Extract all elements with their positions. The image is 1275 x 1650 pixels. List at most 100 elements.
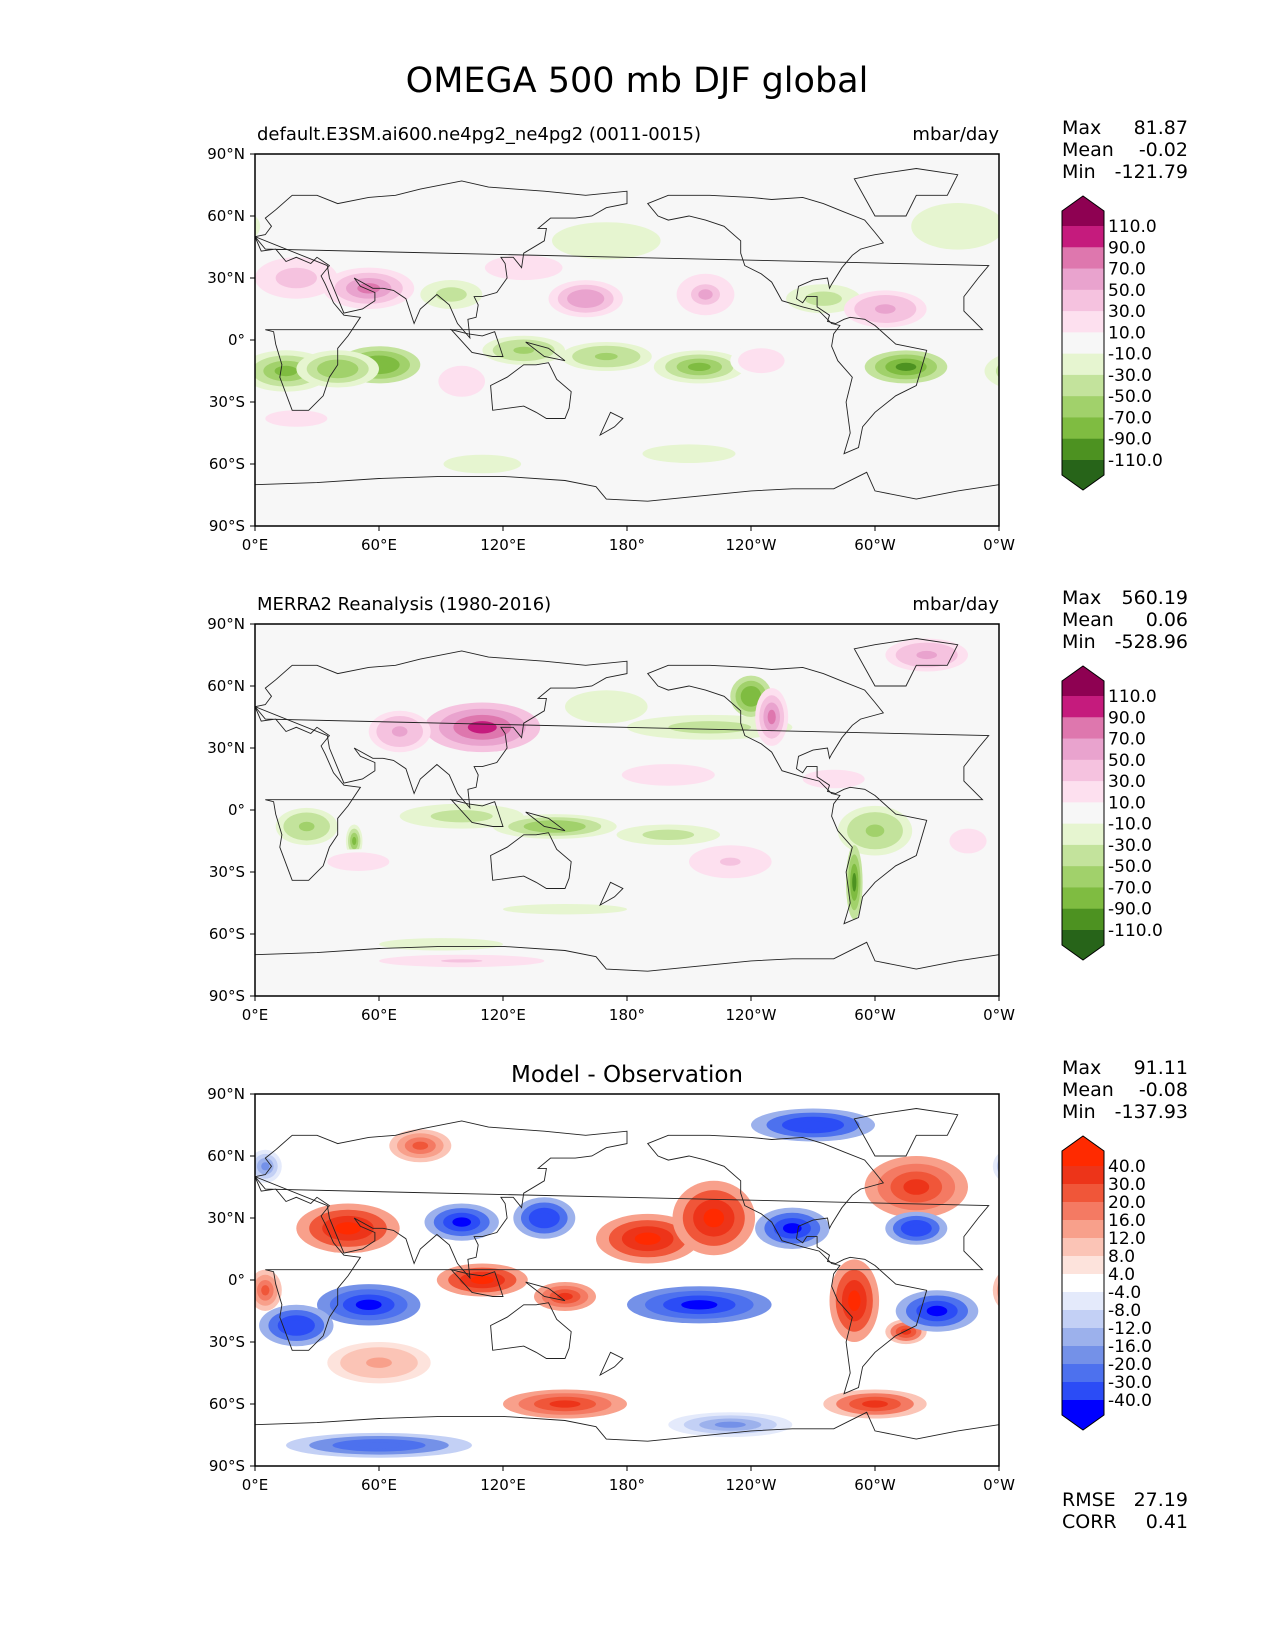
colorbar-swatch (1062, 1220, 1104, 1239)
x-tick-label: 60°W (854, 1476, 896, 1494)
positive-anomaly-21 (978, 406, 999, 431)
negative-anomaly-3 (513, 346, 534, 354)
colorbar-tick-label: 4.0 (1108, 1265, 1135, 1285)
negative-anomaly-0 (995, 364, 999, 378)
x-tick-label: 60°E (361, 1476, 397, 1494)
positive-anomaly-14 (652, 771, 684, 779)
colorbar-tick-label: 8.0 (1108, 1247, 1135, 1267)
field-layer (255, 1108, 999, 1458)
coastline-7 (853, 1108, 959, 1157)
x-tick-label: 0°E (242, 1476, 269, 1494)
negative-anomaly-7 (443, 290, 460, 299)
negative-anomaly-0 (1019, 366, 1042, 376)
map-area: 0°E 60°E 120°E 180° 120°W 60°W 0°W 90°N 60°N 30°N… (207, 1085, 1015, 1494)
coastline-6 (646, 664, 928, 925)
y-tick-label: 90°N (207, 145, 245, 163)
footer-stat-label: RMSE (1062, 1489, 1116, 1511)
positive-anomaly-10 (261, 1285, 270, 1296)
stat-label: Min (1062, 161, 1096, 183)
coastline-4 (525, 341, 566, 362)
x-tick-label: 60°W (854, 1006, 896, 1024)
positive-anomaly-15 (576, 294, 595, 304)
positive-anomaly-21 (1025, 414, 1056, 422)
y-tick-label: 90°S (209, 1457, 245, 1475)
stats-block: Max 91.11 Mean -0.08 Min -137.93 (1062, 1057, 1188, 1123)
positive-anomaly-10 (992, 1274, 999, 1307)
positive-anomaly-16 (698, 289, 713, 300)
y-tick-label: 60°S (209, 1395, 245, 1413)
colorbar-swatch (1062, 866, 1104, 888)
colorbar-tick-label: -70.0 (1108, 408, 1152, 428)
colorbar-swatch (1062, 353, 1104, 376)
negative-anomaly-8 (745, 691, 757, 702)
negative-anomaly-21 (797, 1120, 829, 1130)
y-tick-label: 60°S (209, 455, 245, 473)
negative-anomaly-19 (926, 1305, 948, 1317)
positive-anomaly-13 (357, 283, 381, 294)
coastline-5 (599, 881, 624, 907)
positive-anomaly-18 (348, 858, 369, 865)
colorbar-swatch (1062, 311, 1104, 333)
footer-stats: RMSE 27.19 CORR 0.41 (1062, 1489, 1188, 1533)
colorbar-swatch (1062, 1166, 1104, 1185)
colorbar-extend-max (1062, 196, 1104, 226)
coastline-7 (853, 638, 959, 687)
stat-value: 81.87 (1134, 117, 1188, 139)
colorbar-swatch (1062, 1364, 1104, 1383)
negative-anomaly-9 (596, 702, 617, 711)
x-tick-label: 0°E (242, 536, 269, 554)
y-tick-label: 60°N (207, 1147, 245, 1165)
colorbar-swatch (1062, 844, 1104, 867)
colorbar-swatch (1062, 717, 1104, 740)
colorbar-swatch (1062, 417, 1104, 440)
colorbar-tick-label: 30.0 (1108, 772, 1146, 792)
colorbar-tick-label: -90.0 (1108, 430, 1152, 450)
negative-anomaly-10 (942, 218, 974, 235)
y-tick-label: 0° (228, 331, 245, 349)
coastline-1 (255, 650, 628, 810)
colorbar-tick-label: -70.0 (1108, 878, 1152, 898)
panel-obs: MERRA2 Reanalysis (1980-2016) mbar/day0°E… (207, 587, 1188, 1024)
colorbar-tick-label: 50.0 (1108, 281, 1146, 301)
positive-anomaly-15 (823, 775, 844, 783)
negative-anomaly-14 (287, 1320, 306, 1331)
x-tick-label: 120°E (480, 536, 526, 554)
positive-anomaly-11 (391, 726, 408, 737)
y-tick-label: 30°S (209, 863, 245, 881)
field-layer (275, 638, 993, 968)
coastline-5 (599, 1351, 624, 1377)
negative-anomaly-1 (352, 836, 357, 846)
colorbar-extend-max (1062, 1136, 1104, 1166)
positive-anomaly-3 (634, 1232, 661, 1245)
figure-title: OMEGA 500 mb DJF global (406, 61, 869, 101)
x-tick-label: 120°W (726, 1476, 777, 1494)
colorbar-tick-label: 90.0 (1108, 238, 1146, 258)
x-tick-label: 0°W (983, 1006, 1015, 1024)
stat-label: Max (1062, 1057, 1101, 1079)
y-tick-label: 60°N (207, 677, 245, 695)
stat-label: Mean (1062, 139, 1114, 161)
colorbar-swatch (1062, 738, 1104, 761)
colorbar-swatch (1062, 696, 1104, 718)
stat-value: 560.19 (1122, 587, 1188, 609)
colorbar-swatch (1062, 226, 1104, 248)
colorbar-tick-label: 110.0 (1108, 217, 1157, 237)
negative-anomaly-3 (539, 823, 571, 830)
positive-anomaly-21 (441, 959, 483, 963)
positive-anomaly-21 (280, 414, 312, 423)
coastline-8 (255, 941, 999, 996)
negative-anomaly-5 (865, 824, 885, 837)
x-tick-label: 120°E (480, 1006, 526, 1024)
colorbar-tick-label: -50.0 (1108, 387, 1152, 407)
coastline-0 (255, 1176, 990, 1351)
colorbar-outline (1061, 1135, 1105, 1431)
negative-anomaly-11 (469, 460, 496, 468)
negative-anomaly-18 (783, 1223, 802, 1234)
y-tick-label: 60°N (207, 207, 245, 225)
positive-anomaly-20 (753, 356, 770, 365)
field-layer (255, 195, 1056, 477)
positive-anomaly-21 (993, 412, 999, 425)
y-tick-label: 30°N (207, 739, 245, 757)
colorbar-tick-label: -110.0 (1108, 921, 1163, 941)
map-area: 0°E 60°E 120°E 180° 120°W 60°W 0°W 90°N 60°N 30°N… (207, 615, 1015, 1024)
